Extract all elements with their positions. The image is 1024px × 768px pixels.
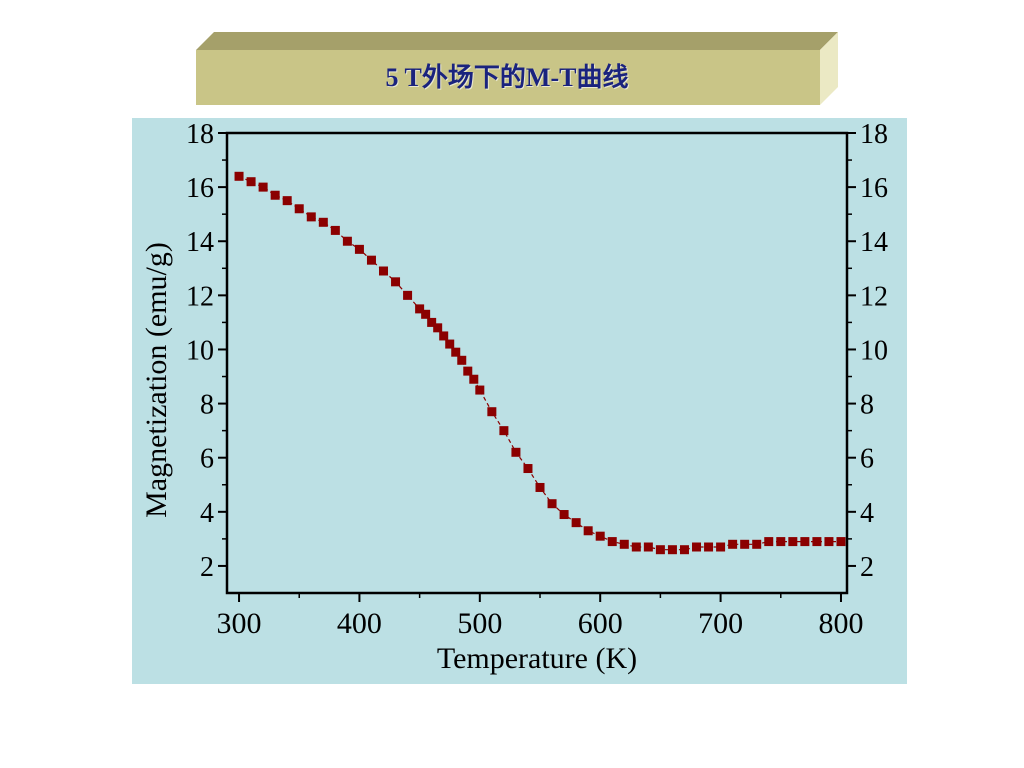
- data-point: [451, 347, 461, 357]
- data-point: [679, 545, 689, 555]
- y-left-tick-label: 4: [200, 498, 214, 529]
- y-right-tick-label: 14: [860, 227, 888, 258]
- data-point: [379, 266, 389, 276]
- mt-curve-chart: 300 400 500 600 700 800 2 4 6 8 10 12 14 16 18 2 4 6 8 10 12…: [132, 118, 907, 684]
- data-point: [776, 537, 786, 547]
- data-point: [752, 539, 762, 549]
- data-point: [607, 537, 617, 547]
- chart-background: [132, 118, 907, 684]
- banner-front-face: [196, 50, 820, 105]
- tick-labels: 300 400 500 600 700 800 2 4 6 8 10 12 14 16 18 2 4 6 8 10 12…: [186, 119, 888, 640]
- data-point: [342, 236, 352, 246]
- data-point: [595, 531, 605, 541]
- y-right-tick-label: 12: [860, 281, 888, 312]
- data-point: [511, 447, 521, 457]
- data-point: [499, 426, 509, 436]
- y-right-tick-label: 4: [860, 498, 874, 529]
- x-axis-label: Temperature (K): [437, 642, 637, 675]
- data-point: [487, 407, 497, 417]
- data-point: [318, 217, 328, 227]
- data-point: [704, 542, 714, 552]
- x-tick-label: 300: [217, 607, 262, 640]
- y-right-tick-label: 2: [860, 552, 874, 583]
- y-right-tick-label: 18: [860, 119, 888, 150]
- y-left-tick-label: 12: [186, 281, 214, 312]
- x-tick-label: 600: [578, 607, 623, 640]
- data-point: [692, 542, 702, 552]
- data-point: [270, 190, 280, 200]
- data-point: [583, 526, 593, 536]
- data-point: [631, 542, 641, 552]
- data-point: [445, 339, 455, 349]
- data-point: [559, 510, 569, 520]
- data-point: [427, 317, 437, 327]
- data-point: [547, 499, 557, 509]
- data-point: [415, 304, 425, 314]
- x-tick-label: 500: [457, 607, 502, 640]
- data-point: [824, 537, 834, 547]
- data-point: [258, 182, 268, 192]
- data-point: [800, 537, 810, 547]
- data-point: [475, 385, 485, 395]
- data-point: [619, 539, 629, 549]
- y-right-tick-label: 8: [860, 390, 874, 421]
- data-point: [535, 482, 545, 492]
- data-point: [330, 225, 340, 235]
- y-left-tick-label: 14: [186, 227, 214, 258]
- banner-side-face: [820, 32, 838, 105]
- data-point: [246, 177, 256, 187]
- y-left-tick-label: 2: [200, 552, 214, 583]
- banner-top-face: [196, 32, 838, 50]
- title-banner: [196, 32, 838, 105]
- data-point: [836, 537, 846, 547]
- data-point: [788, 537, 798, 547]
- data-point: [366, 255, 376, 265]
- data-point: [667, 545, 677, 555]
- data-point: [463, 366, 473, 376]
- x-tick-label: 400: [337, 607, 382, 640]
- y-left-tick-label: 10: [186, 335, 214, 366]
- y-right-tick-label: 6: [860, 444, 874, 475]
- data-point: [457, 355, 467, 365]
- y-left-tick-label: 6: [200, 444, 214, 475]
- data-point: [571, 518, 581, 528]
- data-point: [439, 331, 449, 341]
- data-point: [764, 537, 774, 547]
- data-markers: [234, 171, 846, 555]
- data-point: [812, 537, 822, 547]
- data-point: [469, 374, 479, 384]
- data-point: [234, 171, 244, 181]
- plot-frame: [225, 131, 849, 595]
- data-point: [391, 277, 401, 287]
- y-left-tick-label: 8: [200, 390, 214, 421]
- y-axis-label: Magnetization (emu/g): [140, 242, 173, 518]
- slide-title: 5 T外场下的M-T曲线: [385, 63, 629, 92]
- data-point: [403, 290, 413, 300]
- data-point: [643, 542, 653, 552]
- y-left-tick-label: 16: [186, 173, 214, 204]
- data-point: [306, 212, 316, 222]
- data-point: [523, 464, 533, 474]
- data-point: [655, 545, 665, 555]
- data-point: [740, 539, 750, 549]
- y-left-tick-label: 18: [186, 119, 214, 150]
- data-point: [282, 196, 292, 206]
- data-point: [716, 542, 726, 552]
- data-point: [728, 539, 738, 549]
- x-tick-label: 700: [698, 607, 743, 640]
- data-point: [421, 309, 431, 319]
- data-point: [354, 244, 364, 254]
- data-point: [294, 204, 304, 214]
- data-point: [433, 323, 443, 333]
- y-right-tick-label: 16: [860, 173, 888, 204]
- x-tick-label: 800: [818, 607, 863, 640]
- y-right-tick-label: 10: [860, 335, 888, 366]
